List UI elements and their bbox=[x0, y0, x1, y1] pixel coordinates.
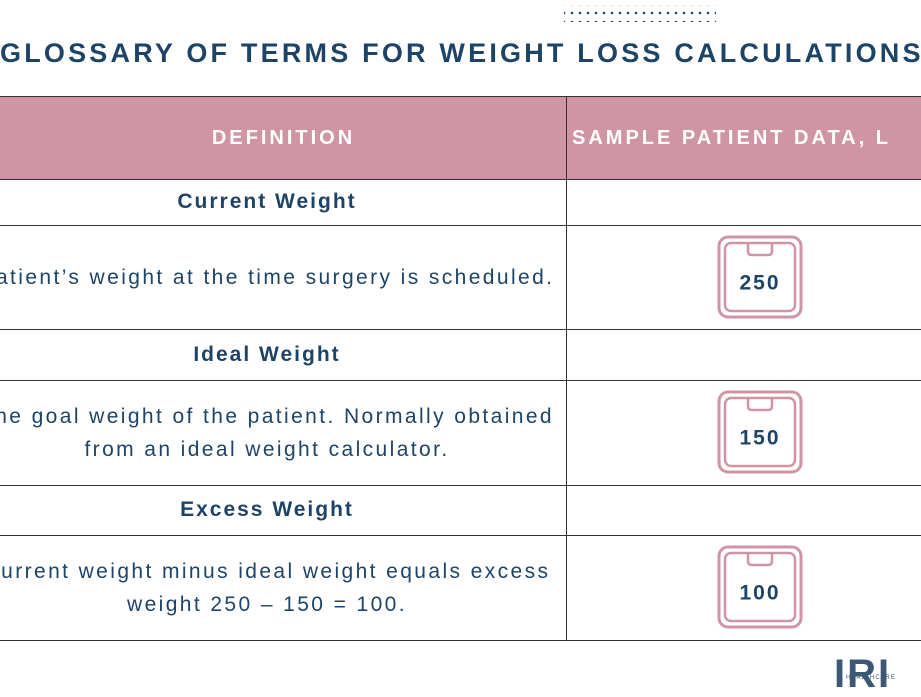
column-divider bbox=[566, 96, 567, 640]
logo: IRI bbox=[834, 652, 892, 696]
row-line bbox=[0, 329, 921, 330]
column-header: DEFINITION bbox=[211, 126, 356, 149]
title: GLOSSARY OF TERMS FOR WEIGHT LOSS CALCUL… bbox=[0, 38, 921, 68]
table-header bbox=[0, 96, 921, 180]
scale-icon: 100 bbox=[717, 545, 803, 629]
term: Ideal Weight bbox=[193, 342, 341, 366]
definition: The goal weight of the patient. Normally… bbox=[0, 404, 555, 461]
term: Current Weight bbox=[177, 190, 357, 213]
row-line bbox=[0, 380, 921, 381]
scale-icon: 250 bbox=[717, 235, 803, 319]
row-line bbox=[0, 535, 921, 536]
definition: Current weight minus ideal weight equals… bbox=[0, 559, 551, 616]
row-line bbox=[0, 485, 921, 486]
scale-icon: 150 bbox=[717, 390, 803, 474]
logo-tagline: HEALTHCARE bbox=[846, 675, 896, 681]
definition: Patient’s weight at the time surgery is … bbox=[0, 265, 555, 289]
dots-decoration bbox=[564, 5, 716, 22]
column-header: SAMPLE PATIENT DATA, L bbox=[572, 126, 891, 149]
row-line bbox=[0, 225, 921, 226]
row-line bbox=[0, 640, 921, 641]
sample-value: 100 bbox=[739, 582, 780, 605]
sample-value: 150 bbox=[739, 427, 780, 450]
sample-value: 250 bbox=[739, 272, 780, 295]
term: Excess Weight bbox=[180, 498, 354, 521]
